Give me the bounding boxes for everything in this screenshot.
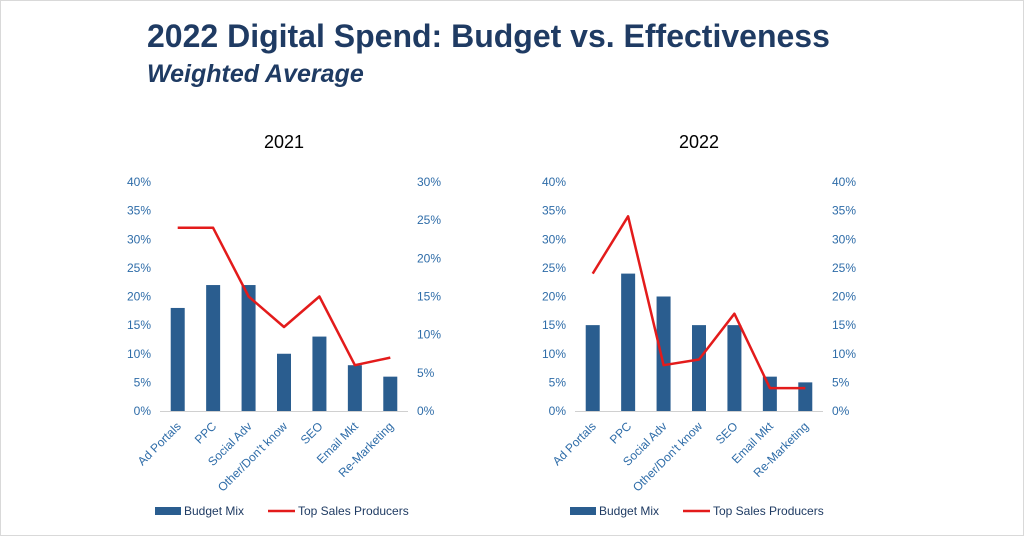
line-top-sales-producers xyxy=(177,226,391,367)
legend-label-top-sales-producers: Top Sales Producers xyxy=(298,504,409,518)
right-tick-label: 25% xyxy=(832,261,856,275)
right-tick-label: 5% xyxy=(832,375,850,389)
bar-re-marketing xyxy=(798,382,813,411)
right-tick-label: 20% xyxy=(832,290,856,304)
left-tick-label: 10% xyxy=(542,347,566,361)
bar-ad-portals xyxy=(585,325,600,411)
bar-email-mkt xyxy=(762,376,777,411)
left-tick-label: 10% xyxy=(127,347,151,361)
bar-social-adv xyxy=(241,285,256,411)
bar-seo xyxy=(727,325,742,411)
right-tick-label: 5% xyxy=(417,366,435,380)
right-tick-label: 10% xyxy=(417,328,441,342)
left-tick-label: 0% xyxy=(134,404,152,418)
left-tick-label: 5% xyxy=(134,375,152,389)
chart-title: 2021 xyxy=(264,132,304,152)
left-tick-label: 20% xyxy=(127,290,151,304)
bar-social-adv xyxy=(656,296,671,411)
bar-re-marketing xyxy=(383,376,398,411)
category-label: Ad Portals xyxy=(550,419,599,468)
left-tick-label: 15% xyxy=(127,318,151,332)
right-tick-label: 30% xyxy=(832,232,856,246)
right-tick-label: 10% xyxy=(832,347,856,361)
left-tick-label: 5% xyxy=(549,375,567,389)
legend-swatch-budget-mix xyxy=(570,507,596,515)
bar-email-mkt xyxy=(347,365,362,411)
legend-label-budget-mix: Budget Mix xyxy=(599,504,659,518)
right-tick-label: 15% xyxy=(417,290,441,304)
legend-swatch-budget-mix xyxy=(155,507,181,515)
right-tick-label: 0% xyxy=(417,404,435,418)
right-tick-label: 0% xyxy=(832,404,850,418)
left-tick-label: 30% xyxy=(542,232,566,246)
bar-ppc xyxy=(621,273,636,411)
right-tick-label: 40% xyxy=(832,175,856,189)
left-tick-label: 20% xyxy=(542,290,566,304)
right-tick-label: 25% xyxy=(417,213,441,227)
page-subtitle: Weighted Average xyxy=(147,60,364,88)
right-tick-label: 15% xyxy=(832,318,856,332)
right-tick-label: 30% xyxy=(417,175,441,189)
left-tick-label: 25% xyxy=(127,261,151,275)
left-tick-label: 40% xyxy=(542,175,566,189)
bar-ppc xyxy=(206,285,221,411)
left-tick-label: 35% xyxy=(542,204,566,218)
left-tick-label: 30% xyxy=(127,232,151,246)
legend-label-budget-mix: Budget Mix xyxy=(184,504,244,518)
legend-label-top-sales-producers: Top Sales Producers xyxy=(713,504,824,518)
category-label: PPC xyxy=(607,419,635,447)
left-tick-label: 25% xyxy=(542,261,566,275)
chart-title: 2022 xyxy=(679,132,719,152)
left-tick-label: 15% xyxy=(542,318,566,332)
left-tick-label: 40% xyxy=(127,175,151,189)
left-tick-label: 0% xyxy=(549,404,567,418)
category-label: SEO xyxy=(713,419,741,447)
right-tick-label: 35% xyxy=(832,204,856,218)
bar-ad-portals xyxy=(170,307,185,411)
page-title: 2022 Digital Spend: Budget vs. Effective… xyxy=(147,18,830,54)
left-tick-label: 35% xyxy=(127,204,151,218)
bar-other-don-t-know xyxy=(692,325,706,411)
bar-seo xyxy=(312,336,327,411)
right-tick-label: 20% xyxy=(417,251,441,265)
bar-other-don-t-know xyxy=(277,353,291,411)
line-top-sales-producers xyxy=(591,215,806,390)
